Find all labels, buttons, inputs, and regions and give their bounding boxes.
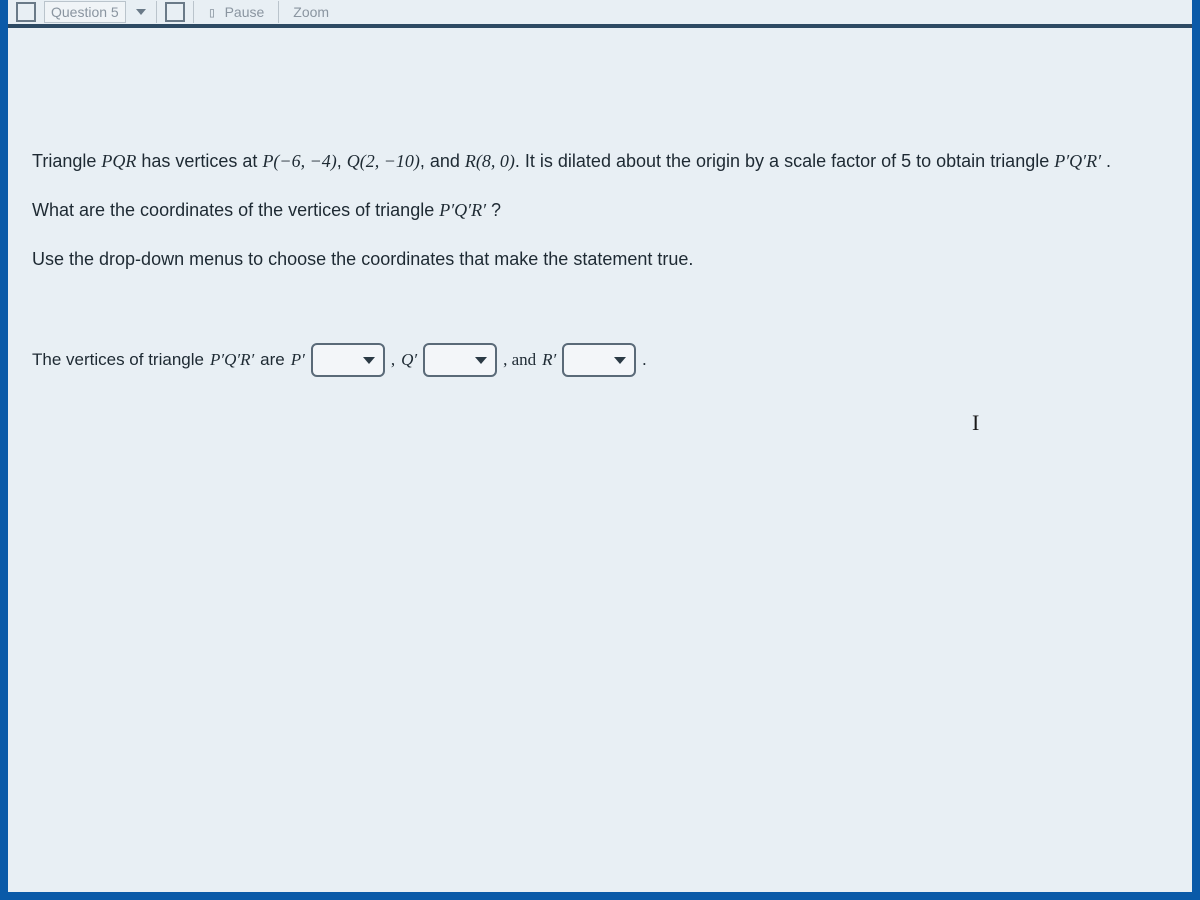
- text-period: .: [642, 350, 646, 370]
- text: .: [1101, 151, 1111, 171]
- math-p: P(−6, −4): [262, 151, 336, 171]
- text-and: , and: [503, 350, 536, 370]
- question-line-2: What are the coordinates of the vertices…: [32, 197, 1168, 224]
- answer-prefix: The vertices of triangle: [32, 350, 204, 370]
- text-comma: ,: [391, 350, 395, 370]
- toolbar-square-1[interactable]: [16, 2, 36, 22]
- caret-down-icon: [363, 357, 375, 364]
- app-frame: Question 5 ▯ Pause Zoom Triangle PQR has…: [0, 0, 1200, 900]
- answer-row: The vertices of triangle P′Q′R′ are P′ ,…: [32, 343, 1168, 377]
- label-p-prime: P′: [291, 350, 305, 370]
- caret-down-icon: [614, 357, 626, 364]
- math-q: Q(2, −10): [347, 151, 420, 171]
- math-pqrprime: P′Q′R′: [210, 350, 254, 370]
- math-pqrprime: P′Q′R′: [439, 200, 486, 220]
- dropdown-p[interactable]: [311, 343, 385, 377]
- text: . It is dilated about the origin by a sc…: [515, 151, 1054, 171]
- text: has vertices at: [136, 151, 262, 171]
- question-selector[interactable]: Question 5: [44, 1, 126, 23]
- question-line-3: Use the drop-down menus to choose the co…: [32, 246, 1168, 273]
- text: ,: [337, 151, 347, 171]
- math-r: R(8, 0): [465, 151, 515, 171]
- toolbar-separator-1: [156, 1, 157, 23]
- caret-down-icon: [475, 357, 487, 364]
- pause-label: Pause: [225, 4, 265, 20]
- caret-down-icon[interactable]: [134, 5, 148, 19]
- text: Triangle: [32, 151, 101, 171]
- text-are: are: [260, 350, 285, 370]
- label-r-prime: R′: [542, 350, 556, 370]
- question-content: Triangle PQR has vertices at P(−6, −4) , …: [8, 28, 1192, 401]
- label-q-prime: Q′: [401, 350, 417, 370]
- toolbar-square-2[interactable]: [165, 2, 185, 22]
- pause-icon: ▯: [208, 5, 225, 21]
- pause-button[interactable]: ▯ Pause: [202, 2, 271, 23]
- text: What are the coordinates of the vertices…: [32, 200, 439, 220]
- math-pqr: PQR: [101, 151, 136, 171]
- dropdown-r[interactable]: [562, 343, 636, 377]
- dropdown-q[interactable]: [423, 343, 497, 377]
- text-cursor-icon: I: [972, 410, 979, 436]
- math-pqrprime: P′Q′R′: [1054, 151, 1101, 171]
- toolbar: Question 5 ▯ Pause Zoom: [8, 0, 1192, 28]
- zoom-button[interactable]: Zoom: [287, 2, 335, 22]
- text: ?: [486, 200, 501, 220]
- toolbar-separator-2: [193, 1, 194, 23]
- text: , and: [420, 151, 465, 171]
- toolbar-separator-3: [278, 1, 279, 23]
- question-line-1: Triangle PQR has vertices at P(−6, −4) , …: [32, 148, 1168, 175]
